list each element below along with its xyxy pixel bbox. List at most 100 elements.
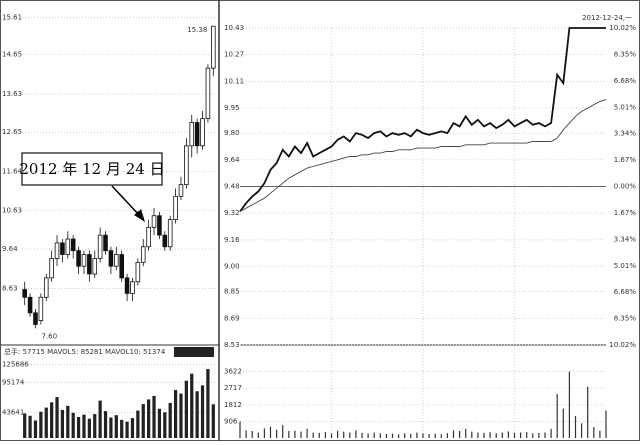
volume-bar (373, 432, 375, 438)
y-tick-label: 8.63 (2, 284, 18, 292)
volume-bar (98, 400, 102, 438)
volume-bar (120, 419, 124, 438)
candle-body (184, 145, 189, 186)
volume-bar (361, 432, 363, 438)
y-tick-label: 10.11 (224, 77, 244, 85)
volume-bar (465, 428, 467, 438)
candle-body (49, 258, 54, 279)
volume-bar (495, 433, 497, 438)
volume-bar (343, 431, 345, 438)
volume-bar (434, 433, 436, 438)
volume-bar (294, 430, 296, 438)
volume-bar (599, 430, 601, 438)
volume-bar (581, 423, 583, 438)
y2-tick-label: 6.68% (614, 77, 637, 85)
y-tick-label: 8.53 (224, 341, 240, 349)
annotation: 2012 年 12 月 24 日 (19, 160, 164, 178)
candle-body (38, 296, 44, 321)
volume-bar (163, 412, 167, 438)
volume-title: 总手: 57715 MAVOL5: 85281 MAVOL10: 51374 (4, 347, 166, 356)
volume-bar (337, 430, 339, 438)
volume-bar (501, 432, 503, 438)
volume-bar (179, 393, 183, 438)
label-box (174, 347, 214, 357)
candle-body (70, 238, 76, 252)
volume-bar (103, 411, 108, 438)
y-tick-label: 906 (224, 417, 238, 425)
y-tick-label: 14.65 (2, 51, 22, 59)
candle-body (178, 184, 184, 197)
candle-body (114, 254, 119, 267)
candle-body (92, 258, 98, 275)
candle-body (162, 234, 168, 248)
volume-bar (440, 434, 442, 438)
volume-bar (385, 433, 387, 438)
volume-bar (251, 431, 253, 438)
y-tick-label: 2717 (224, 384, 242, 392)
y-tick-label: 1812 (224, 401, 242, 409)
volume-bar (513, 432, 516, 438)
arrow-head (134, 209, 145, 222)
volume-bar (173, 390, 178, 438)
volume-bar (23, 413, 27, 438)
volume-bar (507, 431, 509, 438)
candle-body (135, 261, 141, 283)
y-tick-label: 125686 (2, 361, 29, 369)
volume-bar (168, 402, 172, 438)
y-tick-label: 95174 (2, 378, 25, 386)
volume-bar (605, 410, 607, 438)
y2-tick-label: 10.02% (609, 24, 636, 32)
volume-bar (306, 428, 308, 438)
volume-bar (93, 414, 97, 438)
volume-bar (452, 430, 455, 438)
volume-bar (520, 432, 522, 438)
volume-bar (147, 399, 151, 438)
candle-body (27, 296, 33, 314)
volume-bar (239, 421, 241, 438)
volume-bar (312, 432, 314, 438)
volume-bar (404, 433, 406, 438)
y-tick-label: 3622 (224, 368, 242, 376)
volume-bar (28, 415, 32, 438)
volume-bar (556, 394, 558, 438)
y-tick-label: 13.63 (2, 90, 22, 98)
volume-bar (33, 420, 38, 438)
volume-bar (587, 386, 589, 438)
volume-bar (288, 431, 290, 438)
candle-body (205, 67, 211, 120)
volume-bar (60, 409, 65, 438)
volume-bar (269, 426, 272, 438)
volume-bar (379, 433, 381, 438)
volume-bar (125, 421, 129, 438)
candle-body (194, 122, 200, 147)
y-tick-label: 10.27 (224, 51, 244, 59)
candle-body (124, 277, 130, 294)
volume-bar (200, 385, 205, 438)
candle-body (151, 215, 157, 228)
volume-bar (141, 404, 145, 438)
volume-bar (391, 433, 394, 438)
extreme-label: 15.38 (187, 26, 207, 34)
volume-bar (55, 397, 59, 438)
volume-bar (76, 416, 81, 438)
extreme-label: 7.60 (41, 332, 57, 340)
y-tick-label: 10.63 (2, 207, 22, 215)
y2-tick-label: 8.35% (614, 315, 637, 323)
candle-body (60, 242, 65, 255)
candle-body (140, 246, 146, 263)
y-tick-label: 9.32 (224, 209, 240, 217)
candle-body (22, 289, 27, 298)
y2-tick-label: 3.34% (614, 130, 637, 138)
volume-bar (157, 408, 162, 438)
volume-bar (568, 371, 570, 438)
y-tick-label: 11.64 (2, 167, 23, 175)
volume-bar (428, 433, 430, 438)
y2-tick-label: 5.01% (614, 103, 637, 111)
volume-bar (532, 433, 534, 438)
price-line (239, 27, 606, 213)
volume-bar (544, 432, 546, 438)
y2-tick-label: 6.68% (614, 288, 637, 296)
volume-bar (318, 432, 320, 438)
